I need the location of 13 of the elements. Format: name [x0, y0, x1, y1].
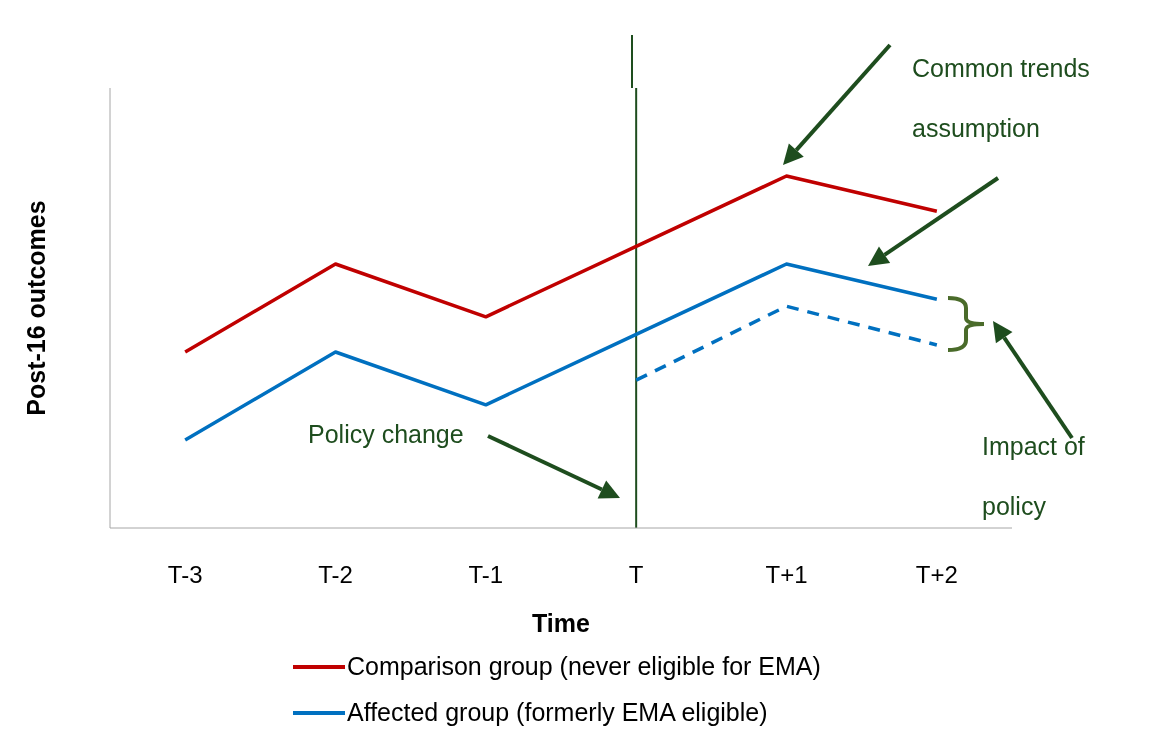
y-axis-title: Post-16 outcomes [21, 200, 50, 416]
ref-line-label: Policy change [308, 420, 464, 449]
x-tick-label: T+2 [915, 561, 958, 589]
x-axis-title: Time [532, 609, 591, 637]
x-tick-label: T-3 [167, 561, 203, 589]
x-tick-label: T-2 [318, 561, 353, 589]
x-tick-label: T+1 [765, 561, 808, 589]
x-tick-label: T [628, 561, 644, 589]
legend-label: Affected group (formerly EMA eligible) [347, 698, 768, 727]
x-tick-label: T-1 [468, 561, 504, 589]
text: Impact of policy [982, 432, 1085, 520]
text: Common trends assumption [912, 54, 1090, 142]
legend-label: Comparison group (never eligible for EMA) [347, 652, 821, 681]
